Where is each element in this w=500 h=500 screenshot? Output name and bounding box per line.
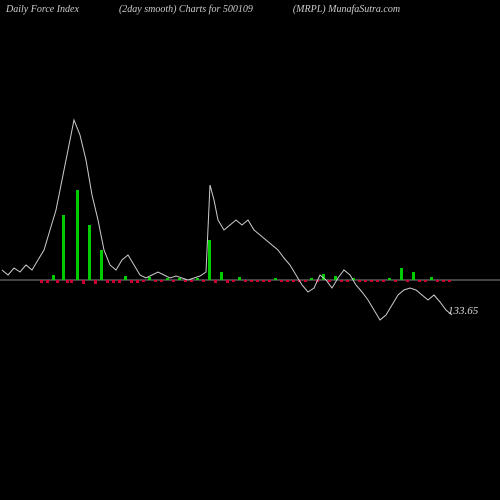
title-mid: (2day smooth) Charts for 500109 [119,4,253,15]
chart-header: Daily Force Index (2day smooth) Charts f… [0,0,500,19]
title-left: Daily Force Index [6,4,79,15]
chart-svg [0,20,500,500]
title-right: (MRPL) MunafaSutra.com [293,4,400,15]
last-value-label: 133.65 [448,305,478,317]
force-index-chart: 133.65 [0,20,500,500]
